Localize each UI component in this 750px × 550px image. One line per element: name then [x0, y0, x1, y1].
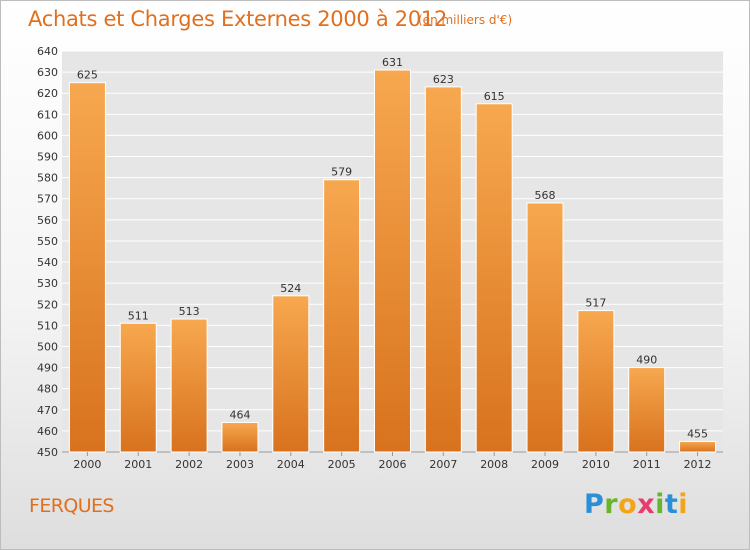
y-tick-label: 450 — [37, 446, 58, 459]
y-tick-label: 560 — [37, 214, 58, 227]
bar — [679, 440, 717, 453]
data-label: 455 — [687, 427, 708, 440]
y-tick-label: 630 — [37, 66, 58, 79]
y-tick-label: 480 — [37, 383, 58, 396]
x-tick-label: 2005 — [328, 458, 356, 471]
bar — [628, 367, 666, 453]
y-tick-label: 530 — [37, 277, 58, 290]
location-label: FERQUES — [29, 495, 114, 517]
y-tick-label: 490 — [37, 362, 58, 375]
logo-letter: t — [664, 489, 679, 520]
logo-letter: P — [584, 489, 605, 520]
y-tick-label: 610 — [37, 108, 58, 121]
proxiti-logo[interactable]: Proxiti — [584, 489, 688, 520]
bar — [68, 82, 106, 453]
data-label: 513 — [179, 305, 200, 318]
logo-letter: o — [618, 489, 638, 520]
bar — [374, 69, 411, 453]
logo-letter: i — [655, 489, 665, 520]
x-tick-label: 2012 — [684, 458, 712, 471]
y-tick-label: 640 — [37, 45, 58, 58]
y-tick-label: 550 — [37, 235, 58, 248]
bar — [577, 310, 615, 453]
logo-letter: i — [678, 489, 689, 520]
data-label: 490 — [636, 354, 657, 367]
y-tick-label: 500 — [37, 340, 58, 353]
data-label: 579 — [331, 166, 352, 179]
bar — [475, 103, 513, 453]
bar — [526, 202, 564, 453]
x-tick-label: 2006 — [379, 458, 407, 471]
x-tick-label: 2008 — [480, 458, 508, 471]
y-tick-label: 540 — [37, 256, 58, 269]
data-label: 568 — [535, 189, 556, 202]
x-tick-label: 2000 — [73, 458, 101, 471]
x-tick-label: 2003 — [226, 458, 254, 471]
y-tick-label: 520 — [37, 298, 58, 311]
data-label: 615 — [484, 90, 505, 103]
logo-letter: r — [604, 489, 619, 520]
bar — [272, 295, 310, 453]
data-label: 511 — [128, 309, 149, 322]
y-tick-label: 510 — [37, 319, 58, 332]
data-label: 623 — [433, 73, 454, 86]
logo-letter: x — [637, 489, 656, 520]
y-tick-label: 470 — [37, 404, 58, 417]
x-tick-label: 2002 — [175, 458, 203, 471]
bar — [170, 318, 208, 453]
data-label: 517 — [585, 297, 606, 310]
x-tick-label: 2007 — [429, 458, 457, 471]
data-label: 631 — [382, 56, 403, 69]
bar — [323, 179, 361, 453]
data-label: 524 — [280, 282, 301, 295]
bar — [119, 322, 157, 453]
x-tick-label: 2011 — [633, 458, 661, 471]
chart-subtitle: (en milliers d'€) — [418, 13, 513, 27]
x-tick-label: 2004 — [277, 458, 305, 471]
y-tick-label: 620 — [37, 87, 58, 100]
data-label: 464 — [229, 408, 250, 421]
y-tick-label: 570 — [37, 193, 58, 206]
y-tick-label: 590 — [37, 151, 58, 164]
bar — [424, 86, 462, 453]
y-tick-label: 580 — [37, 172, 58, 185]
x-tick-label: 2001 — [124, 458, 152, 471]
y-tick-label: 600 — [37, 129, 58, 142]
x-tick-label: 2010 — [582, 458, 610, 471]
y-tick-label: 460 — [37, 425, 58, 438]
x-tick-label: 2009 — [531, 458, 559, 471]
data-label: 625 — [77, 69, 98, 82]
bar — [221, 421, 259, 453]
chart-title: Achats et Charges Externes 2000 à 2012 — [28, 7, 448, 31]
